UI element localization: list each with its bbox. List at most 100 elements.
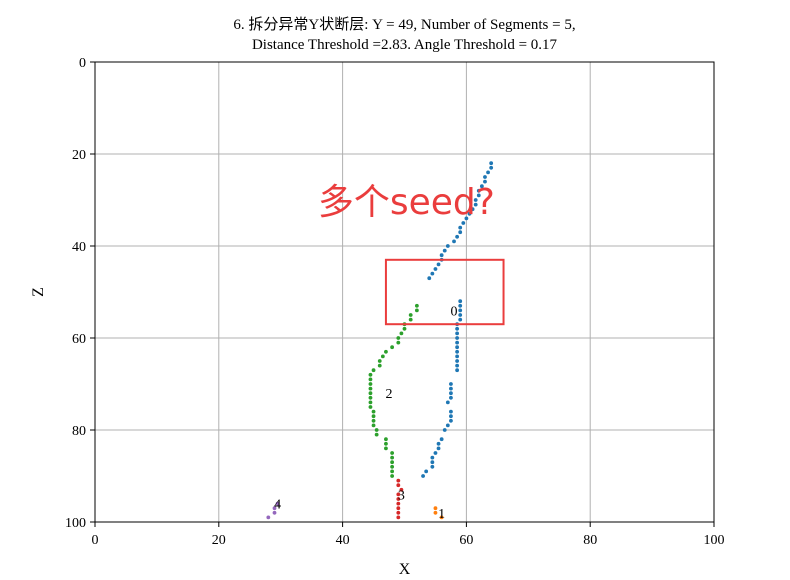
data-point — [470, 207, 475, 212]
data-point — [433, 510, 438, 515]
data-point — [455, 368, 460, 373]
data-point — [430, 460, 435, 465]
plot-frame — [94, 61, 715, 523]
data-point — [449, 395, 453, 400]
data-point — [368, 372, 373, 377]
data-point — [374, 428, 379, 432]
data-point — [479, 184, 484, 189]
data-point — [449, 382, 453, 386]
data-point — [442, 248, 447, 253]
data-point — [461, 221, 466, 225]
data-point — [371, 409, 376, 414]
data-point — [430, 464, 435, 469]
data-point — [455, 336, 460, 340]
data-point — [449, 414, 453, 419]
data-point — [368, 400, 373, 405]
data-point — [384, 349, 388, 354]
x-axis-label: X — [399, 561, 411, 578]
data-point — [390, 451, 395, 455]
data-point — [371, 414, 376, 419]
data-point — [486, 170, 490, 175]
data-point — [384, 441, 388, 446]
data-point — [455, 345, 460, 350]
data-point — [368, 391, 373, 396]
data-point — [402, 326, 407, 331]
data-point — [390, 345, 395, 350]
data-point — [449, 386, 453, 391]
data-point — [436, 441, 441, 446]
data-point — [396, 506, 401, 511]
chart-title-line-2: Distance Threshold =2.83. Angle Threshol… — [252, 37, 558, 53]
x-tick-label: 40 — [336, 533, 350, 548]
data-point — [414, 308, 419, 313]
data-point — [272, 506, 277, 511]
data-point — [445, 244, 450, 248]
data-point — [368, 405, 373, 409]
data-point — [439, 437, 444, 442]
data-point — [266, 515, 271, 520]
y-tick-label: 60 — [72, 332, 86, 347]
annotation-text: 多个seed? — [318, 182, 495, 223]
data-point — [390, 474, 395, 478]
segment-label: 0 — [451, 304, 458, 319]
data-point — [458, 299, 463, 304]
data-point — [489, 161, 494, 166]
x-tick-label: 0 — [92, 533, 99, 548]
data-point — [371, 423, 376, 428]
data-point — [368, 395, 373, 400]
y-axis-label: Z — [30, 287, 47, 297]
data-point — [384, 446, 388, 451]
data-point — [458, 313, 463, 317]
y-tick-label: 80 — [72, 424, 86, 439]
data-point — [483, 179, 487, 184]
data-point — [396, 478, 401, 483]
data-point — [436, 262, 441, 267]
data-point — [439, 253, 444, 258]
data-point — [408, 317, 413, 322]
data-point — [449, 409, 453, 414]
x-tick-label: 80 — [583, 533, 597, 548]
data-point — [449, 418, 453, 423]
segment-label: 1 — [438, 507, 445, 522]
data-point — [455, 340, 460, 345]
annotations: 多个seed? — [318, 182, 505, 326]
data-point — [458, 230, 463, 235]
data-point — [467, 211, 472, 216]
data-point — [396, 497, 401, 501]
data-point — [374, 432, 379, 437]
data-point — [445, 423, 450, 428]
data-point — [455, 359, 460, 363]
data-point — [396, 492, 401, 497]
data-point — [449, 391, 453, 396]
data-point — [377, 359, 382, 363]
data-point — [272, 510, 277, 515]
data-point — [396, 340, 401, 345]
data-point — [473, 202, 478, 207]
data-point — [442, 428, 447, 432]
highlight-box — [384, 258, 505, 326]
data-point — [275, 501, 280, 506]
data-point — [455, 354, 460, 359]
data-point — [396, 510, 401, 515]
data-point — [455, 363, 460, 368]
data-point — [458, 308, 463, 313]
data-point — [436, 446, 441, 451]
y-tick-label: 20 — [72, 148, 86, 163]
data-point — [399, 487, 404, 492]
data-point — [455, 326, 460, 331]
data-point — [433, 267, 438, 271]
data-point — [445, 400, 450, 405]
data-point — [433, 451, 438, 455]
y-tick-label: 40 — [72, 240, 86, 255]
data-point — [458, 317, 463, 322]
data-point — [439, 515, 444, 520]
segment-labels: 0 1 2 3 4 — [274, 304, 457, 521]
data-point — [473, 198, 478, 202]
data-point — [476, 193, 481, 198]
data-point — [396, 336, 401, 340]
data-point — [390, 464, 395, 469]
data-point — [368, 386, 373, 391]
data-point — [368, 377, 373, 382]
